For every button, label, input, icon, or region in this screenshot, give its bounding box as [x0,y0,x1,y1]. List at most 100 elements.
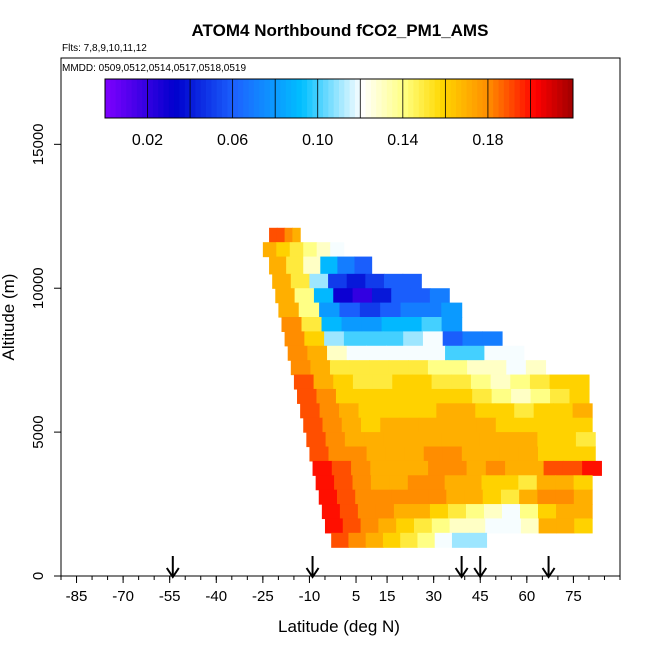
heatmap-cell [433,388,454,404]
heatmap-cell [401,317,423,332]
heatmap-cell [442,331,464,347]
heatmap-cell [396,518,415,534]
heatmap-cell [486,360,507,376]
heatmap-cell [582,460,602,476]
heatmap-cell [538,504,557,520]
heatmap-cell [576,446,596,462]
colorbar-segment [461,79,468,118]
colorbar-segment [349,79,356,118]
colorbar-segment [514,79,521,118]
heatmap-cell [467,360,488,376]
colorbar-segment [487,79,494,118]
y-tick-label: 5000 [30,415,47,448]
heatmap-cell [290,273,311,289]
heatmap-cell [312,460,333,476]
colorbar-segment [424,79,430,118]
colorbar-segment [418,79,425,118]
heatmap-cell [324,518,344,534]
colorbar-segment [243,79,249,118]
heatmap-cell [429,504,449,520]
colorbar-segment [354,79,361,118]
colorbar-segment [456,79,462,118]
heatmap-cell [483,504,503,520]
heatmap-cell [436,403,457,419]
heatmap-cell [573,475,593,491]
colorbar-segment [248,79,255,118]
colorbar-segment [227,79,234,118]
heatmap-cell [386,345,407,361]
heatmap-cell [482,489,502,505]
heatmap-cell [275,288,296,304]
colorbar-segment [567,79,574,118]
heatmap-cell [293,374,315,390]
x-tick-label: -10 [299,588,321,605]
heatmap-cell [370,475,390,491]
heatmap-cell [399,417,420,433]
heatmap-cell [339,403,360,419]
colorbar-segment [264,79,271,118]
heatmap-cell [383,273,404,289]
heatmap-cell [572,403,593,419]
heatmap-cell [336,489,356,505]
colorbar-segment [365,79,372,118]
heatmap-cell [410,288,431,304]
colorbar-tick-label: 0.14 [387,132,418,149]
colorbar-segment [525,79,531,118]
flight-arrow [541,556,556,579]
heatmap-cell [335,388,357,404]
colorbar-segment [190,79,196,118]
colorbar-segment [546,79,553,118]
heatmap-cell [328,273,348,289]
heatmap-cell [300,403,321,419]
heatmap-cell [447,360,468,376]
heatmap-cell [294,288,315,304]
flight-arrow [165,556,180,579]
heatmap-cell [499,446,520,462]
colorbar-segment [466,79,473,118]
heatmap-cell [357,504,377,520]
heatmap-cell [413,388,434,404]
heatmap-cell [569,388,590,404]
colorbar-segment [445,79,452,118]
colorbar-segment [253,79,260,118]
colorbar-segment [275,79,281,118]
heatmap-cell [289,242,304,258]
heatmap-cell [460,432,481,448]
heatmap-cell [371,288,392,304]
colorbar-tick-label: 0.18 [472,132,503,149]
heatmap-cell [447,460,468,476]
heatmap-cell [383,331,404,347]
heatmap-cell [438,417,458,433]
heatmap-cell [330,242,345,258]
colorbar-segment [482,79,489,118]
heatmap-cell [284,331,305,347]
heatmap-cell [479,432,500,448]
heatmap-cell [276,227,286,243]
colorbar-segment [440,79,446,118]
colorbar-segment [126,79,132,118]
heatmap-cell [319,302,341,318]
heatmap-cell [321,504,341,520]
heatmap-cell [414,518,433,534]
heatmap-cell [315,475,335,491]
heatmap-cell [538,518,558,534]
colorbar-segment [471,79,478,118]
heatmap-cell [426,475,446,491]
colorbar: 0.02 0.06 0.10 0.14 0.18 [104,78,574,149]
colorbar-segment [285,79,292,118]
heatmap-cell [269,227,278,243]
colorbar-segment [174,79,180,118]
heatmap-cell [466,460,487,476]
heatmap-cell [374,388,395,404]
heatmap-cell [342,518,362,534]
colorbar-frame [104,78,574,119]
heatmap-cell [316,388,337,404]
heatmap-cell [451,374,472,390]
heatmap-cell [428,489,447,505]
colorbar-segment [397,79,404,118]
colorbar-segment [376,79,382,118]
heatmap-cell [297,388,318,404]
heatmap-cell [380,417,401,433]
heatmap-cell [494,403,515,419]
